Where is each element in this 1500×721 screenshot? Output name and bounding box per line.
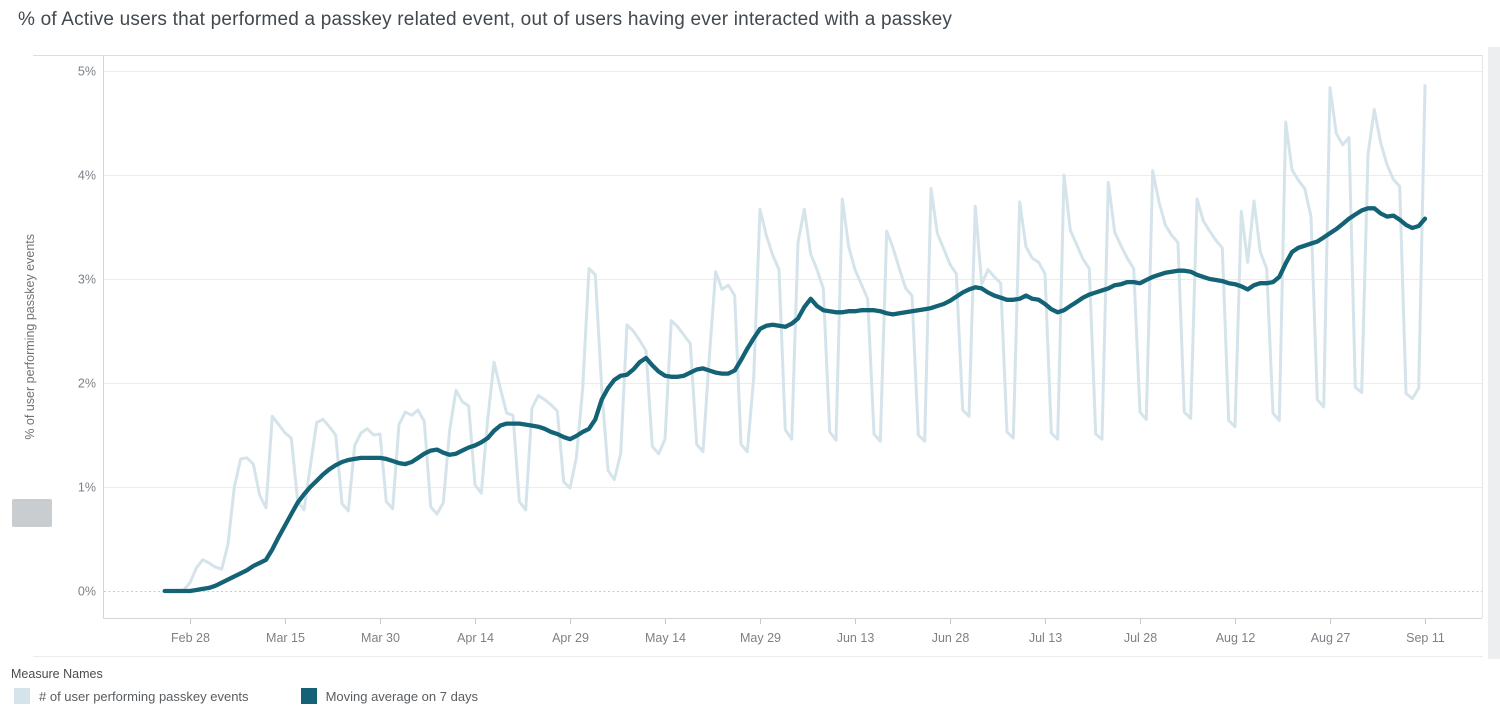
legend-items: # of user performing passkey events Movi… bbox=[14, 688, 478, 704]
scroll-thumb-block bbox=[12, 499, 52, 527]
legend-label-moving-average: Moving average on 7 days bbox=[325, 688, 479, 704]
y-tick-label: 4% bbox=[78, 169, 96, 183]
x-tick-label: Jun 28 bbox=[932, 631, 970, 645]
x-tick-label: Sep 11 bbox=[1406, 631, 1445, 645]
daily-series-line[interactable] bbox=[163, 84, 1427, 593]
x-tick-label: Apr 29 bbox=[552, 631, 589, 645]
y-tick-label: 5% bbox=[78, 65, 96, 79]
moving-average-line[interactable] bbox=[162, 206, 1428, 594]
x-tick-label: Jun 13 bbox=[837, 631, 875, 645]
legend: Measure Names # of user performing passk… bbox=[11, 667, 478, 704]
x-tick-label: Feb 28 bbox=[171, 631, 210, 645]
moving-average-swatch-icon bbox=[300, 688, 317, 704]
x-tick-label: Mar 30 bbox=[361, 631, 400, 645]
x-tick-label: Apr 14 bbox=[457, 631, 494, 645]
y-tick-label: 3% bbox=[78, 273, 96, 287]
legend-item-moving-average[interactable]: Moving average on 7 days bbox=[300, 688, 479, 704]
y-tick-label: 2% bbox=[78, 377, 96, 391]
x-tick-label: Aug 12 bbox=[1216, 631, 1256, 645]
x-tick-label: May 14 bbox=[645, 631, 686, 645]
y-tick-label: 0% bbox=[78, 585, 96, 599]
daily-series-swatch-icon bbox=[14, 688, 30, 704]
x-tick-label: Jul 13 bbox=[1029, 631, 1062, 645]
x-tick-label: May 29 bbox=[740, 631, 781, 645]
legend-item-daily-series[interactable]: # of user performing passkey events bbox=[14, 688, 249, 704]
x-tick-label: Jul 28 bbox=[1124, 631, 1157, 645]
scrollbar-track[interactable] bbox=[1488, 47, 1500, 659]
legend-label-daily-series: # of user performing passkey events bbox=[39, 688, 249, 704]
y-tick-label: 1% bbox=[78, 481, 96, 495]
chart-title: % of Active users that performed a passk… bbox=[18, 9, 953, 30]
legend-title: Measure Names bbox=[11, 667, 103, 681]
x-tick-label: Aug 27 bbox=[1311, 631, 1351, 645]
x-tick-label: Mar 15 bbox=[266, 631, 305, 645]
